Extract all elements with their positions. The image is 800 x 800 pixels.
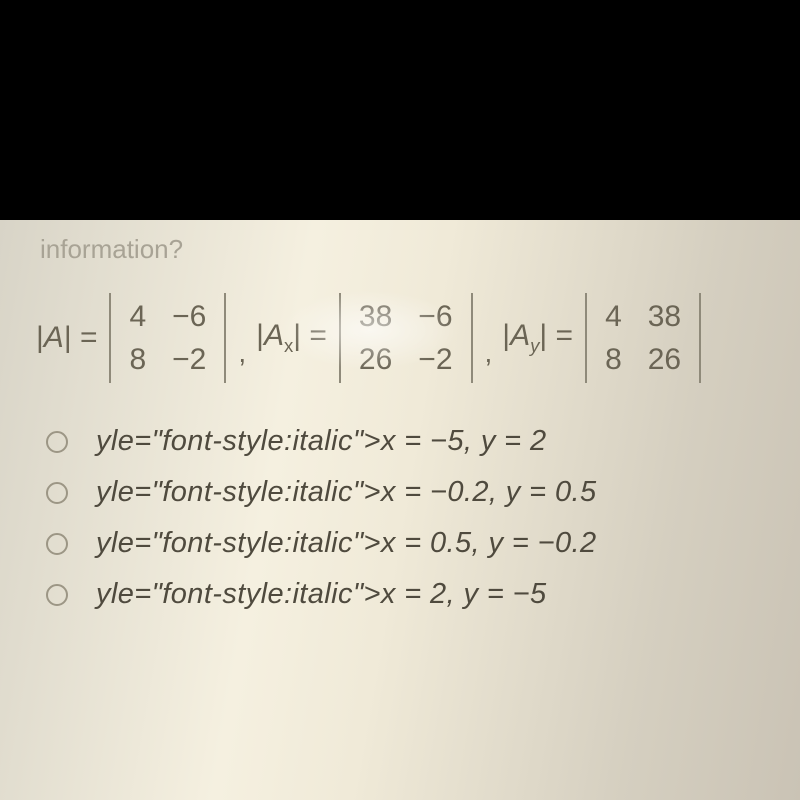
radio-icon[interactable]: [46, 482, 68, 504]
label-Ay: |Ay| =: [502, 319, 573, 357]
options-list: yle="font-style:italic">x = −5, y = 2 yl…: [46, 425, 760, 611]
det-bar-left: [585, 293, 587, 383]
det-bar-left: [109, 293, 111, 383]
det-Ax-10: 26: [359, 343, 392, 377]
det-A-10: 8: [129, 343, 146, 377]
det-Ay-11: 26: [648, 343, 681, 377]
det-bar-left: [339, 293, 341, 383]
option-2[interactable]: yle="font-style:italic">x = −0.2, y = 0.…: [46, 476, 760, 509]
comma-2: ,: [485, 337, 493, 383]
label-Ax: |Ax| =: [256, 319, 327, 357]
det-Ax-01: −6: [418, 300, 452, 334]
determinant-row: |A| = 4 −6 8 −2 , |Ax| = 38 −6 26 −2: [36, 293, 760, 383]
det-bar-right: [471, 293, 473, 383]
det-bar-right: [699, 293, 701, 383]
option-4-text: yle="font-style:italic">x = 2, y = −5: [96, 578, 547, 611]
det-A: 4 −6 8 −2: [107, 293, 228, 383]
det-A-00: 4: [129, 300, 146, 334]
det-Ax-11: −2: [418, 343, 452, 377]
option-3-text: yle="font-style:italic">x = 0.5, y = −0.…: [96, 527, 596, 560]
option-1-text: yle="font-style:italic">x = −5, y = 2: [96, 425, 547, 458]
det-Ay-00: 4: [605, 300, 622, 334]
top-black-bar: [0, 0, 800, 220]
option-3[interactable]: yle="font-style:italic">x = 0.5, y = −0.…: [46, 527, 760, 560]
det-Ax: 38 −6 26 −2: [337, 293, 475, 383]
det-Ay-grid: 4 38 8 26: [589, 293, 697, 383]
comma-1: ,: [238, 337, 246, 383]
det-Ax-grid: 38 −6 26 −2: [343, 293, 469, 383]
question-panel: information? |A| = 4 −6 8 −2 , |Ax| = 38…: [0, 220, 800, 800]
det-Ay-10: 8: [605, 343, 622, 377]
option-2-text: yle="font-style:italic">x = −0.2, y = 0.…: [96, 476, 596, 509]
det-A-grid: 4 −6 8 −2: [113, 293, 222, 383]
det-Ay-01: 38: [648, 300, 681, 334]
det-Ax-00: 38: [359, 300, 392, 334]
radio-icon[interactable]: [46, 584, 68, 606]
det-A-01: −6: [172, 300, 206, 334]
option-4[interactable]: yle="font-style:italic">x = 2, y = −5: [46, 578, 760, 611]
label-A: |A| =: [36, 321, 97, 355]
option-1[interactable]: yle="font-style:italic">x = −5, y = 2: [46, 425, 760, 458]
radio-icon[interactable]: [46, 431, 68, 453]
radio-icon[interactable]: [46, 533, 68, 555]
det-Ay: 4 38 8 26: [583, 293, 703, 383]
det-A-11: −2: [172, 343, 206, 377]
det-bar-right: [224, 293, 226, 383]
prompt-text: information?: [40, 234, 760, 265]
